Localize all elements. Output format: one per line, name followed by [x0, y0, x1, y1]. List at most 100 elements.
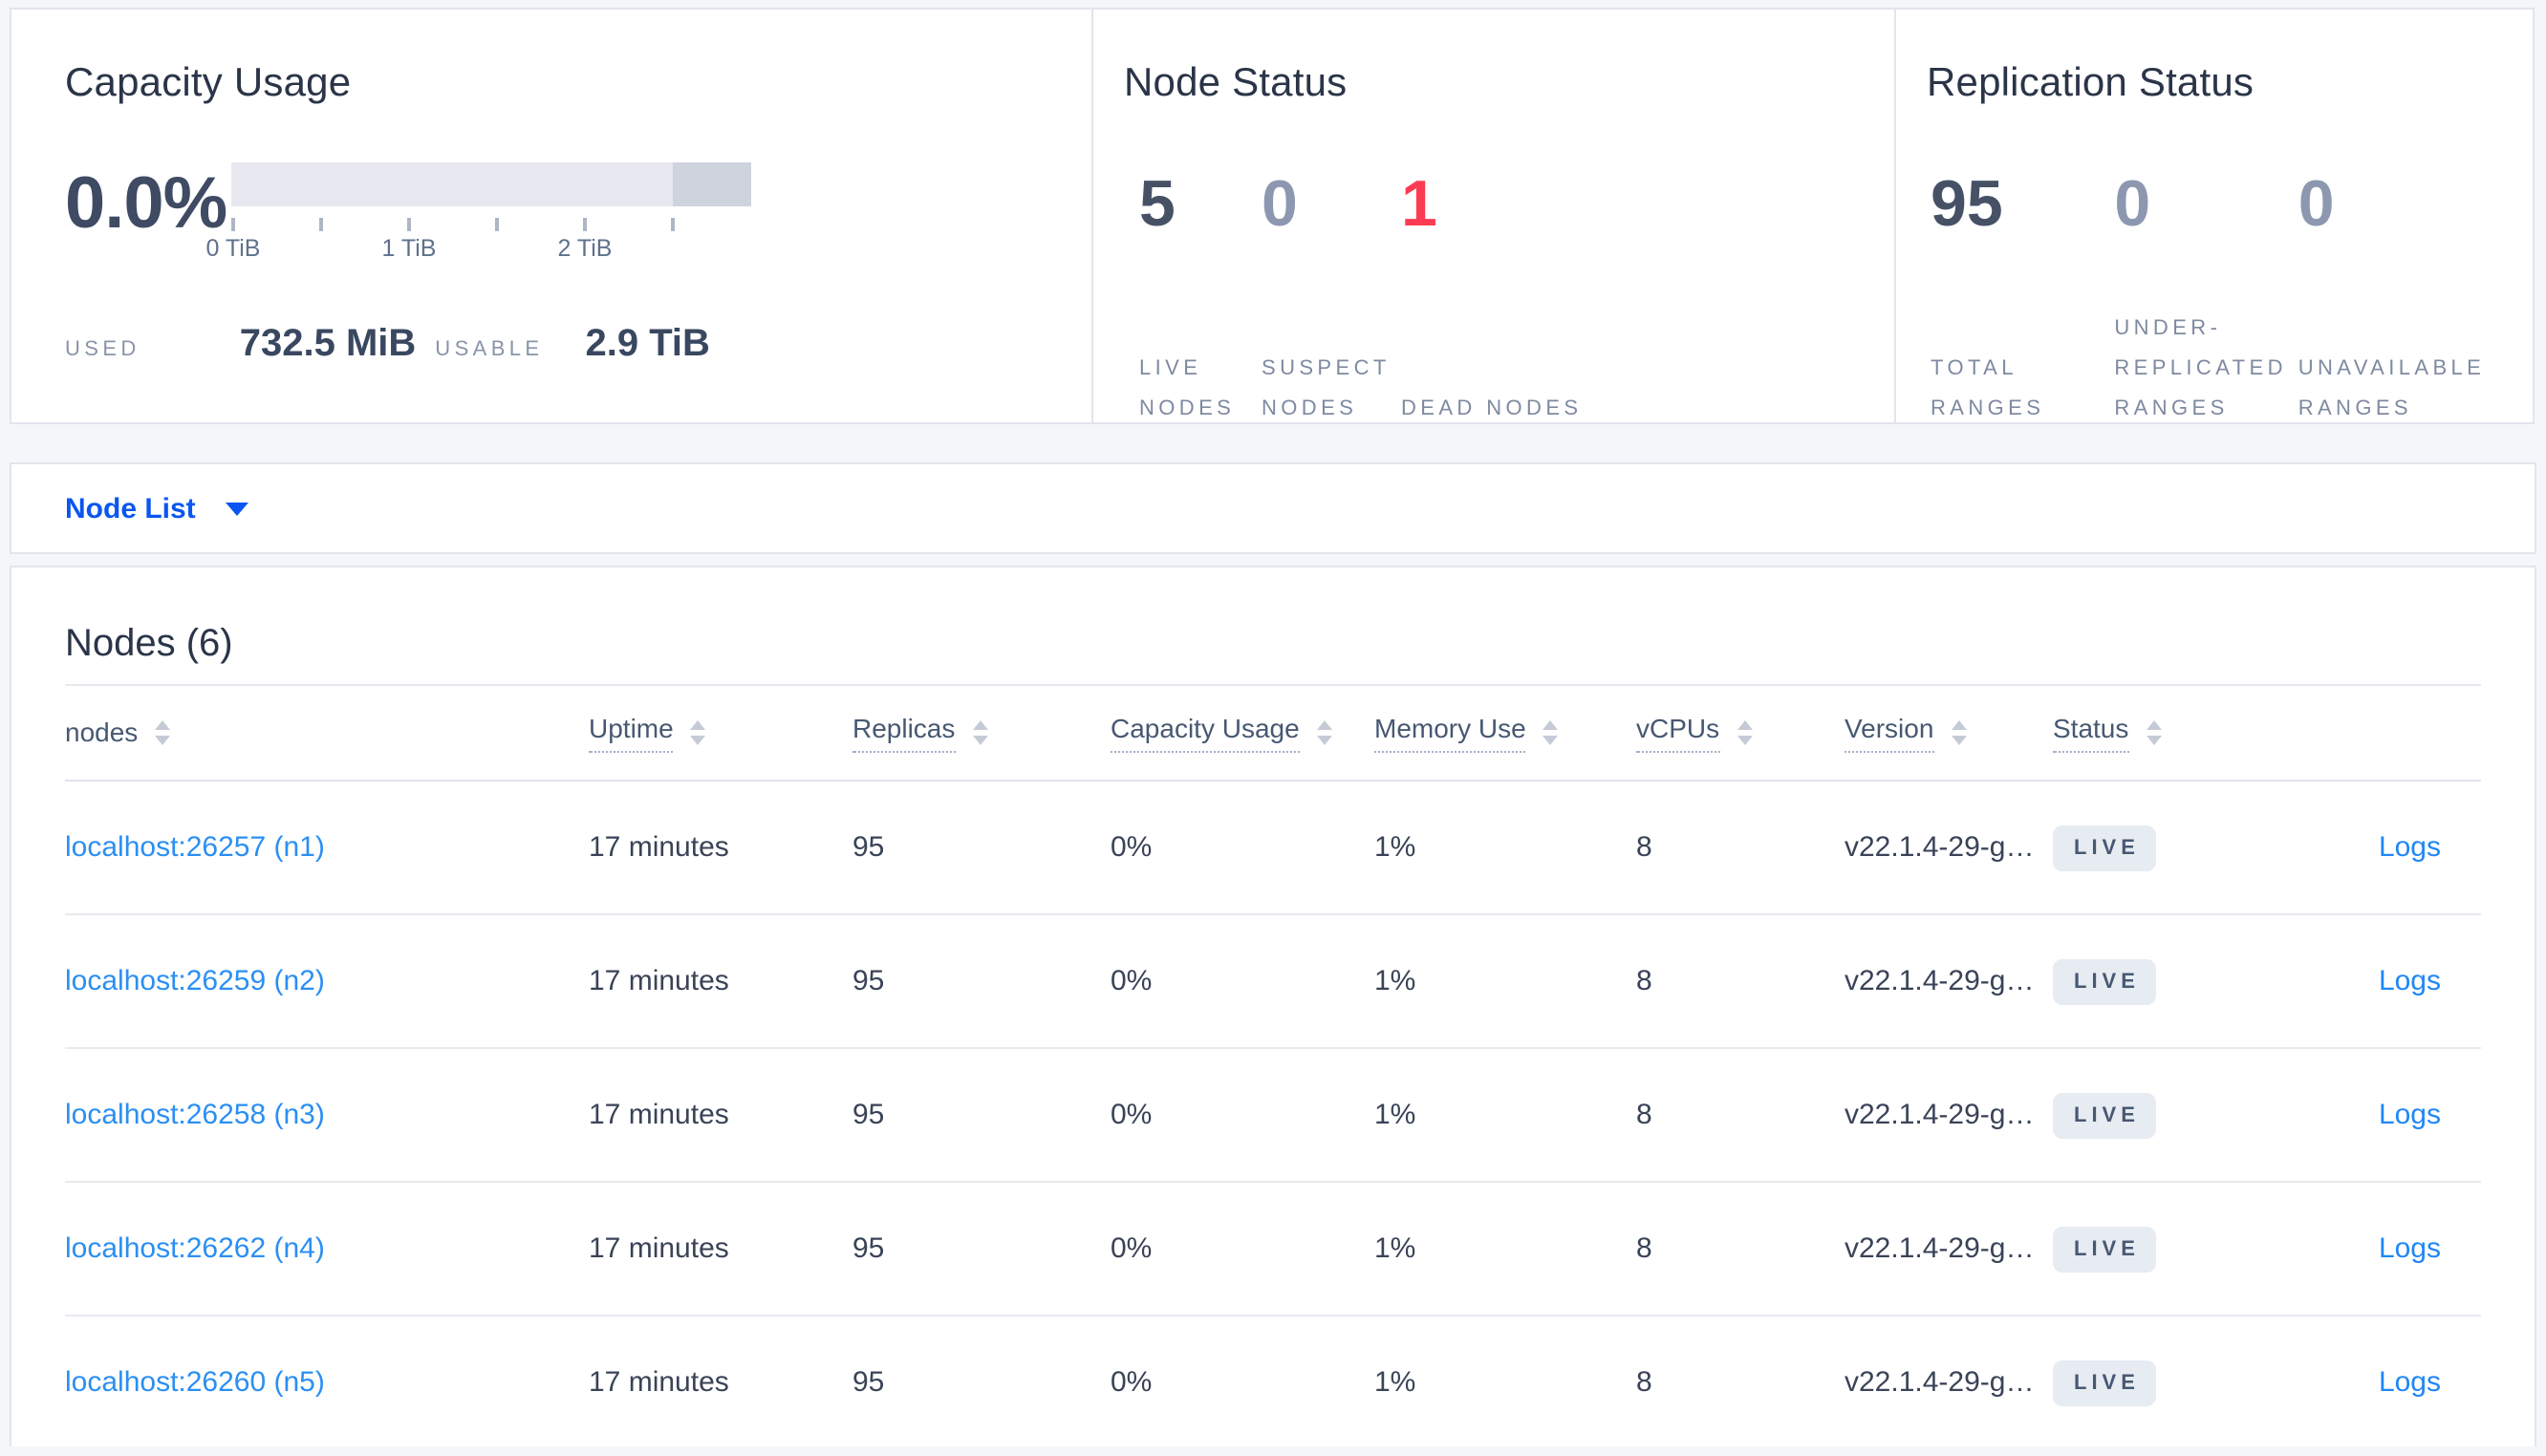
total-ranges-count: 95	[1931, 168, 2003, 241]
uptime-cell: 17 minutes	[589, 831, 729, 864]
memory-cell: 1%	[1374, 965, 1416, 997]
dead-nodes-label: DEAD NODES	[1401, 397, 1583, 420]
logs-link[interactable]: Logs	[2378, 1099, 2441, 1131]
live-nodes-label: LIVE NODES	[1139, 357, 1236, 420]
capacity-usage-title: Capacity Usage	[65, 61, 352, 105]
capacity-tick	[407, 218, 411, 231]
status-badge: LIVE	[2053, 1092, 2157, 1138]
node-link[interactable]: localhost:26260 (n5)	[65, 1366, 325, 1399]
node-link[interactable]: localhost:26262 (n4)	[65, 1232, 325, 1265]
node-status-title: Node Status	[1124, 61, 1348, 105]
table-row: localhost:26257 (n1) 17 minutes 95 0% 1%…	[65, 782, 2481, 915]
capacity-tick-label: 2 TiB	[557, 235, 613, 262]
column-header-vcpus[interactable]: vCPUs	[1636, 713, 1845, 753]
status-badge: LIVE	[2053, 958, 2157, 1004]
memory-cell: 1%	[1374, 831, 1416, 864]
live-nodes-count: 5	[1139, 168, 1176, 241]
capacity-bar-chart: 0 TiB 1 TiB 2 TiB	[206, 159, 751, 262]
uptime-cell: 17 minutes	[589, 965, 729, 997]
sort-icon	[1316, 720, 1332, 745]
version-cell: v22.1.4-29-g…	[1845, 1099, 2035, 1131]
nodes-table-card: Nodes (6) nodes Uptime Replicas Capacity…	[10, 566, 2536, 1446]
node-link[interactable]: localhost:26258 (n3)	[65, 1099, 325, 1131]
vcpus-cell: 8	[1636, 1099, 1652, 1131]
capacity-cell: 0%	[1111, 965, 1153, 997]
total-ranges-label: TOTAL RANGES	[1931, 357, 2045, 420]
suspect-nodes-label: SUSPECT NODES	[1262, 357, 1391, 420]
logs-link[interactable]: Logs	[2378, 965, 2441, 997]
column-header-status[interactable]: Status	[2053, 713, 2255, 753]
replicas-cell: 95	[852, 1099, 885, 1131]
column-header-memory-use[interactable]: Memory Use	[1374, 713, 1636, 753]
table-row: localhost:26259 (n2) 17 minutes 95 0% 1%…	[65, 915, 2481, 1049]
unavailable-ranges-count: 0	[2298, 168, 2335, 241]
capacity-cell: 0%	[1111, 831, 1153, 864]
capacity-tick	[319, 218, 323, 231]
capacity-bar	[231, 162, 751, 206]
usable-value: 2.9 TiB	[585, 323, 710, 365]
memory-cell: 1%	[1374, 1232, 1416, 1265]
table-header-row: nodes Uptime Replicas Capacity Usage Mem…	[65, 684, 2481, 782]
sort-icon	[972, 720, 988, 745]
capacity-tick	[495, 218, 499, 231]
logs-link[interactable]: Logs	[2378, 831, 2441, 864]
under-replicated-ranges-label: UNDER-REPLICATED RANGES	[2114, 317, 2287, 420]
capacity-cell: 0%	[1111, 1099, 1153, 1131]
nodes-table-title: Nodes (6)	[65, 623, 233, 665]
capacity-usage-card: Capacity Usage 0.0% 0 TiB 1 TiB 2 TiB	[10, 8, 1093, 424]
status-badge: LIVE	[2053, 1360, 2157, 1405]
unavailable-ranges-label: UNAVAILABLE RANGES	[2298, 357, 2486, 420]
usable-label: USABLE	[435, 338, 544, 361]
status-badge: LIVE	[2053, 1226, 2157, 1272]
column-header-capacity-usage[interactable]: Capacity Usage	[1111, 713, 1374, 753]
column-header-version[interactable]: Version	[1845, 713, 2053, 753]
version-cell: v22.1.4-29-g…	[1845, 1232, 2035, 1265]
sort-icon	[1737, 720, 1753, 745]
logs-link[interactable]: Logs	[2378, 1232, 2441, 1265]
capacity-tick-label: 1 TiB	[381, 235, 437, 262]
memory-cell: 1%	[1374, 1366, 1416, 1399]
vcpus-cell: 8	[1636, 965, 1652, 997]
sort-icon	[690, 720, 706, 745]
sort-icon	[1543, 720, 1559, 745]
capacity-tick	[671, 218, 675, 231]
uptime-cell: 17 minutes	[589, 1366, 729, 1399]
replicas-cell: 95	[852, 1366, 885, 1399]
vcpus-cell: 8	[1636, 1232, 1652, 1265]
node-list-dropdown[interactable]: Node List	[65, 492, 249, 525]
capacity-bar-reserved-segment	[673, 162, 751, 206]
replication-status-title: Replication Status	[1927, 61, 2255, 105]
column-header-nodes[interactable]: nodes	[65, 716, 589, 750]
capacity-tick	[583, 218, 587, 231]
replicas-cell: 95	[852, 1232, 885, 1265]
vcpus-cell: 8	[1636, 831, 1652, 864]
node-link[interactable]: localhost:26259 (n2)	[65, 965, 325, 997]
caret-down-icon	[226, 502, 249, 515]
suspect-nodes-count: 0	[1262, 168, 1298, 241]
used-label: USED	[65, 338, 140, 361]
node-status-card: Node Status 5 0 1 LIVE NODES SUSPECT NOD…	[1091, 8, 1896, 424]
sort-icon	[155, 720, 171, 745]
node-list-dropdown-label: Node List	[65, 492, 196, 525]
capacity-cell: 0%	[1111, 1232, 1153, 1265]
uptime-cell: 17 minutes	[589, 1232, 729, 1265]
replication-status-card: Replication Status 95 0 0 TOTAL RANGES U…	[1894, 8, 2535, 424]
capacity-tick	[231, 218, 235, 231]
node-link[interactable]: localhost:26257 (n1)	[65, 831, 325, 864]
table-row: localhost:26258 (n3) 17 minutes 95 0% 1%…	[65, 1049, 2481, 1183]
dead-nodes-count: 1	[1401, 168, 1437, 241]
table-row: localhost:26260 (n5) 17 minutes 95 0% 1%…	[65, 1317, 2481, 1446]
table-row: localhost:26262 (n4) 17 minutes 95 0% 1%…	[65, 1183, 2481, 1317]
status-badge: LIVE	[2053, 824, 2157, 870]
version-cell: v22.1.4-29-g…	[1845, 965, 2035, 997]
column-header-uptime[interactable]: Uptime	[589, 713, 852, 753]
column-header-replicas[interactable]: Replicas	[852, 713, 1111, 753]
memory-cell: 1%	[1374, 1099, 1416, 1131]
capacity-percent: 0.0%	[65, 163, 227, 244]
sort-icon	[2146, 720, 2162, 745]
version-cell: v22.1.4-29-g…	[1845, 831, 2035, 864]
used-value: 732.5 MiB	[239, 323, 417, 365]
logs-link[interactable]: Logs	[2378, 1366, 2441, 1399]
version-cell: v22.1.4-29-g…	[1845, 1366, 2035, 1399]
